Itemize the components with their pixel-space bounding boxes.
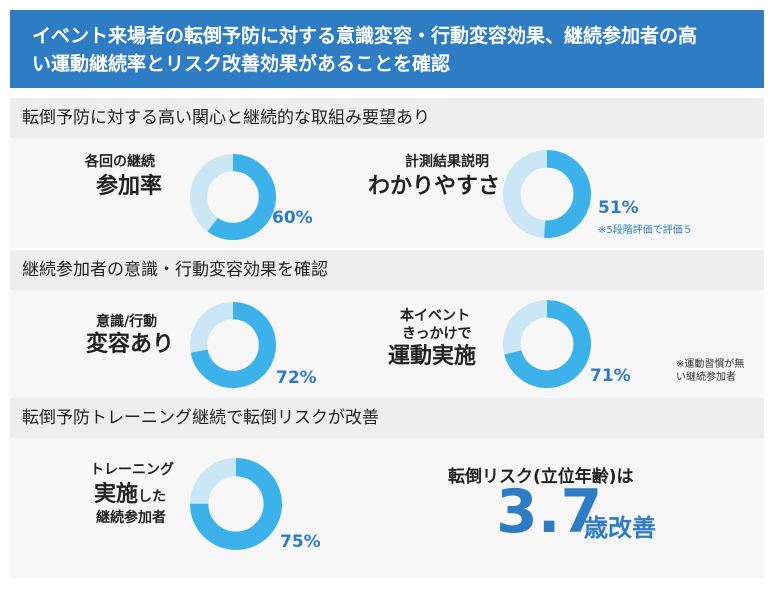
donut-4-note-line-2: い継続参加者 [676,372,736,383]
donut-chart-3 [189,301,277,389]
header-line-1: イベント来場者の転倒予防に対する意識変容・行動変容効果、継続参加者の高 [32,25,698,47]
donut-1-value-label: 60% [272,208,313,228]
donut-4-label-line-3: 運動実施 [388,344,477,369]
donut-chart-1 [189,153,277,241]
donut-4-value-arc [502,299,592,389]
section-panel-3: トレーニング 実施した 継続参加者 75% [10,438,764,578]
donut-4-note-line-1: ※運動習慣が無 [676,359,745,370]
donut-5-label-line-2: 実施した [94,480,166,510]
donut-4-value-label: 71% [590,366,631,386]
section-panel-1: 各回の継続 参加率 60% 計測結果説明 わかりやすさ 51% ※5段階評価で評… [10,138,764,248]
section-title-3: 転倒予防トレーニング継続で転倒リスクが改善 [10,398,764,438]
donut-2-value-label: 51% [598,198,639,218]
section-title-1: 転倒予防に対する高い関心と継続的な取組み要望あり [10,98,764,138]
donut-2-note: ※5段階評価で評価５ [598,225,693,236]
donut-5-value-arc [190,458,282,550]
section-panel-2: 意識/行動 変容あり 72% 本イベント きっかけで 運動実施 71% ※運動習… [10,290,764,398]
donut-3-value-arc [189,301,277,389]
donut-4-label-line-1: 本イベント [400,308,470,324]
page-header: イベント来場者の転倒予防に対する意識変容・行動変容効果、継続参加者の高 い運動継… [10,10,764,88]
risk-title: 転倒リスク(立位年齢)は [448,467,634,487]
header-line-2: い運動継続率とリスク改善効果があることを確認 [32,53,451,75]
risk-value: 3.7 [496,477,603,547]
donut-chart-2 [502,149,592,239]
risk-unit: 歳改善 [584,514,656,542]
donut-1-label-line-1: 各回の継続 [85,154,155,170]
donut-5-value-label: 75% [280,532,321,552]
donut-5-label-emphasis: 実施 [94,482,139,507]
donut-2-value-arc [502,149,592,239]
donut-4-note: ※運動習慣が無 い継続参加者 [676,358,744,384]
donut-3-value-label: 72% [276,368,317,388]
donut-3-label-line-2: 変容あり [86,332,175,357]
donut-2-label-line-1: 計測結果説明 [405,154,489,170]
donut-chart-4 [502,299,592,389]
donut-5-label-line-1: トレーニング [90,462,174,478]
donut-1-label-line-2: 参加率 [96,174,163,199]
donut-5-label-suffix: した [138,489,167,505]
donut-2-label-line-2: わかりやすさ [368,174,501,199]
donut-5-label-line-3: 継続参加者 [96,510,166,526]
donut-4-label-line-2: きっかけで [402,326,472,342]
section-title-2: 継続参加者の意識・行動変容効果を確認 [10,250,764,290]
donut-chart-5 [190,458,282,550]
donut-1-value-arc [189,153,277,241]
donut-3-label-line-1: 意識/行動 [96,314,158,330]
